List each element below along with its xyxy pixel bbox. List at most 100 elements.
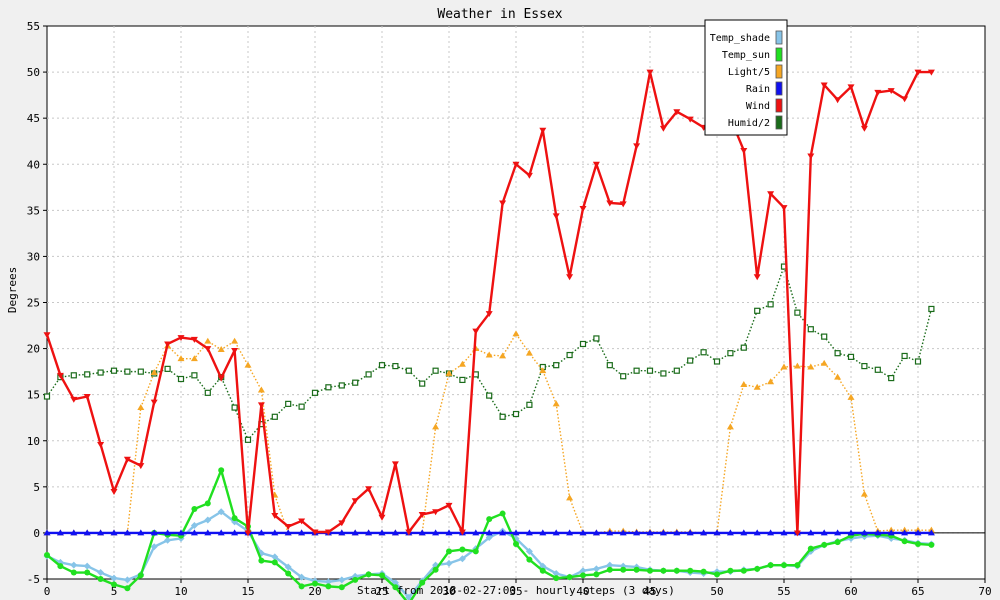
legend-label: Light/5: [728, 67, 770, 78]
data-point: [204, 337, 212, 344]
data-point: [392, 584, 399, 591]
data-point: [580, 572, 586, 579]
data-point: [459, 546, 466, 553]
data-point: [190, 336, 198, 343]
data-point: [271, 529, 279, 536]
data-point: [592, 565, 600, 573]
data-point: [338, 576, 346, 584]
data-point: [177, 355, 185, 362]
data-point: [660, 370, 667, 377]
x-tick-label: 40: [576, 585, 589, 598]
data-point: [485, 534, 493, 542]
data-point: [767, 301, 774, 308]
data-point: [579, 340, 587, 348]
data-point: [673, 529, 681, 536]
data-point: [190, 529, 198, 536]
data-point: [204, 516, 212, 524]
data-point: [123, 456, 131, 463]
y-tick-label: 25: [27, 297, 40, 310]
series-layer: [43, 69, 935, 600]
data-point: [137, 404, 145, 411]
data-point: [298, 518, 306, 525]
data-point: [901, 352, 908, 360]
data-point: [513, 540, 519, 547]
data-point: [793, 530, 801, 537]
data-point: [164, 529, 172, 536]
data-point: [593, 571, 600, 578]
data-point: [285, 570, 292, 577]
data-point: [231, 404, 238, 411]
data-point: [177, 335, 185, 342]
data-point: [861, 362, 868, 370]
legend-swatch: [775, 64, 783, 79]
data-point: [927, 69, 935, 76]
data-point: [244, 436, 252, 443]
data-point: [446, 548, 452, 555]
data-point: [807, 529, 815, 536]
data-point: [740, 147, 748, 154]
data-point: [83, 529, 91, 536]
data-point: [298, 583, 305, 590]
data-point: [391, 529, 399, 536]
data-point: [901, 538, 908, 545]
data-point: [901, 96, 909, 103]
data-point: [298, 573, 306, 581]
x-tick-label: 50: [710, 585, 723, 598]
data-point: [83, 394, 91, 401]
data-point: [780, 529, 788, 536]
data-point: [794, 309, 801, 316]
data-point: [726, 423, 734, 430]
data-point: [526, 556, 533, 563]
data-point: [325, 583, 332, 590]
data-point: [218, 467, 225, 474]
legend-swatch: [775, 81, 783, 96]
data-point: [499, 510, 506, 517]
data-point: [700, 349, 707, 356]
data-point: [284, 524, 292, 530]
data-point: [512, 410, 520, 418]
data-point: [780, 363, 788, 370]
data-point: [753, 383, 761, 390]
data-point: [552, 213, 560, 220]
data-point: [807, 153, 815, 160]
data-point: [526, 401, 533, 408]
data-point: [271, 512, 279, 519]
data-point: [217, 529, 225, 536]
series-humid-2: [43, 263, 935, 443]
data-point: [834, 529, 842, 536]
data-point: [445, 559, 453, 567]
data-point: [271, 413, 278, 420]
data-point: [405, 529, 413, 536]
data-point: [874, 366, 881, 373]
data-point: [539, 367, 547, 374]
data-point: [405, 593, 413, 600]
chart-title: Weather in Essex: [437, 7, 562, 22]
y-axis: -5 0 5 10 15 20 25 30 35 40 45 50 55: [27, 20, 47, 586]
data-point: [807, 326, 814, 333]
data-point: [499, 200, 507, 207]
data-point: [445, 369, 453, 376]
data-point: [673, 109, 681, 116]
y-tick-label: -5: [27, 573, 40, 586]
x-axis-label: Start from 2018-02-27:00 - hourly steps …: [357, 584, 675, 597]
data-point: [150, 543, 158, 551]
data-point: [70, 529, 78, 536]
data-point: [485, 351, 493, 358]
data-point: [445, 502, 453, 509]
data-point: [84, 569, 91, 576]
data-point: [887, 88, 895, 95]
data-point: [351, 529, 359, 536]
data-point: [352, 576, 359, 583]
data-point: [111, 581, 117, 588]
data-point: [44, 552, 50, 559]
data-point: [137, 529, 145, 536]
data-point: [432, 566, 439, 573]
x-tick-label: 0: [44, 585, 51, 598]
data-point: [633, 566, 640, 573]
data-point: [338, 584, 345, 591]
data-point: [633, 529, 641, 536]
data-point: [191, 372, 198, 379]
legend-swatch: [775, 47, 783, 62]
legend-swatch: [775, 98, 783, 113]
x-tick-label: 10: [174, 585, 187, 598]
